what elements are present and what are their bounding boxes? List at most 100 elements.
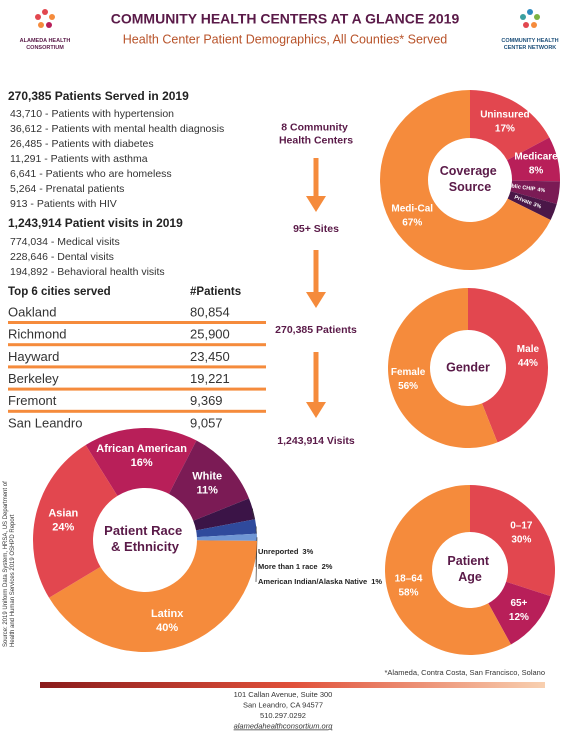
right-logo-text: COMMUNITY HEALTH CENTER NETWORK bbox=[501, 38, 559, 51]
pie-slice bbox=[49, 540, 257, 653]
visit-item: 774,034 - Medical visits bbox=[10, 236, 120, 248]
pie-slice bbox=[33, 445, 118, 598]
slice-value: 58% bbox=[398, 587, 418, 598]
pie-slice bbox=[507, 137, 560, 182]
title: COMMUNITY HEALTH CENTERS AT A GLANCE 201… bbox=[111, 11, 460, 27]
slice-value: 12% bbox=[509, 612, 529, 623]
slice-name: American Indian/Alaska Native bbox=[258, 577, 367, 586]
city-name: San Leandro bbox=[8, 415, 82, 430]
city-divider bbox=[8, 321, 266, 324]
slice-value: 30% bbox=[511, 534, 531, 545]
flow-arrows bbox=[306, 158, 326, 418]
patient-item: 11,291 - Patients with asthma bbox=[10, 153, 148, 165]
patient-item: 43,710 - Patients with hypertension bbox=[10, 108, 174, 120]
left-logo-text: ALAMEDA HEALTH CONSORTIUM bbox=[19, 38, 71, 51]
slice-value: 3% bbox=[532, 202, 542, 210]
footer-line: San Leandro, CA 94577 bbox=[243, 700, 323, 709]
flow-step: 1,243,914 Visits bbox=[277, 435, 355, 447]
city-patients: 9,369 bbox=[190, 393, 223, 408]
slice-value: 3% bbox=[302, 547, 313, 556]
pie-chart: African American 16% White 11% Unreported 3% M… bbox=[33, 428, 382, 653]
slice-name: 65+ bbox=[510, 598, 527, 609]
city-patients: 19,221 bbox=[190, 371, 230, 386]
flow-step: 270,385 Patients bbox=[275, 324, 357, 336]
slice-value: 4% bbox=[537, 187, 546, 194]
pie-slice bbox=[470, 90, 550, 161]
slice-name: 0–17 bbox=[510, 520, 533, 531]
slice-value: 67% bbox=[402, 217, 422, 228]
slice-name: Uninsured bbox=[480, 109, 529, 120]
pie-title: Coverage Source bbox=[440, 164, 500, 194]
city-patients: 9,057 bbox=[190, 415, 223, 430]
city-divider bbox=[8, 409, 266, 413]
pie-slice bbox=[470, 485, 555, 597]
city-name: Richmond bbox=[8, 327, 67, 342]
slice-name: Unreported bbox=[258, 547, 299, 556]
slice-name: Male bbox=[517, 344, 540, 355]
slice-name: African American bbox=[96, 443, 187, 455]
pie-slice bbox=[193, 498, 256, 531]
right-logo-icon bbox=[520, 9, 540, 28]
city-divider bbox=[8, 343, 266, 347]
city-name: Fremont bbox=[8, 393, 57, 408]
flow-step: 95+ Sites bbox=[293, 223, 339, 235]
slice-value: 44% bbox=[518, 358, 538, 369]
slice-name: 18–64 bbox=[395, 573, 423, 584]
patient-item: 913 - Patients with HIV bbox=[10, 198, 117, 210]
cities-header: Top 6 cities served bbox=[8, 286, 111, 298]
slice-name: Asian bbox=[48, 507, 78, 519]
pie-title: Patient Race & Ethnicity bbox=[104, 523, 186, 554]
source-note: Source: 2019 Uniform Data System, HRSA, … bbox=[3, 481, 16, 647]
visit-item: 228,646 - Dental visits bbox=[10, 251, 114, 263]
slice-name: Female bbox=[391, 367, 426, 378]
footer-line: 101 Callan Avenue, Suite 300 bbox=[234, 690, 333, 699]
footer-line: 510.297.0292 bbox=[260, 711, 306, 720]
pie-slice bbox=[488, 581, 551, 645]
slice-value: 1% bbox=[371, 577, 382, 586]
patient-item: 26,485 - Patients with diabetes bbox=[10, 138, 154, 150]
patient-item: 5,264 - Prenatal patients bbox=[10, 183, 124, 195]
slice-value: 16% bbox=[131, 457, 153, 469]
slice-name: Latinx bbox=[151, 608, 184, 620]
pie-chart: 0–17 30% 65+ 12% 18–64 58% bbox=[385, 485, 555, 655]
visits-heading: 1,243,914 Patient visits in 2019 bbox=[8, 216, 183, 230]
slice-name: Medi-Cal bbox=[391, 203, 433, 214]
pie-slice bbox=[196, 519, 257, 538]
pie-slice bbox=[196, 533, 257, 541]
footnote: *Alameda, Contra Costa, San Francisco, S… bbox=[385, 668, 546, 677]
pie-chart: Male 44% Female 56% Gender bbox=[388, 288, 549, 448]
pie-title: Patient Age bbox=[447, 554, 492, 584]
pie-slice bbox=[380, 90, 551, 270]
pie-slice bbox=[507, 191, 557, 220]
city-patients: 23,450 bbox=[190, 349, 230, 364]
pie-slice bbox=[388, 288, 498, 448]
city-name: Berkeley bbox=[8, 371, 59, 386]
subtitle: Health Center Patient Demographics, All … bbox=[123, 32, 448, 46]
pie-slice bbox=[468, 288, 549, 443]
city-patients: 25,900 bbox=[190, 327, 230, 342]
visit-item: 194,892 - Behavioral health visits bbox=[10, 266, 165, 278]
footer-line: alamedahealthconsortium.org bbox=[234, 721, 334, 730]
pie-slice bbox=[510, 180, 560, 204]
left-logo-icon bbox=[35, 9, 55, 28]
city-patients: 80,854 bbox=[190, 304, 230, 319]
footer-band bbox=[40, 682, 545, 688]
city-name: Hayward bbox=[8, 349, 59, 364]
patient-item: 6,641 - Patients who are homeless bbox=[10, 168, 172, 180]
slice-name: White bbox=[192, 470, 222, 482]
slice-value: 24% bbox=[52, 521, 74, 533]
city-name: Oakland bbox=[8, 304, 56, 319]
city-divider bbox=[8, 387, 266, 391]
cities-header: #Patients bbox=[190, 286, 241, 298]
slice-name: Medicare bbox=[514, 152, 558, 163]
patients-heading: 270,385 Patients Served in 2019 bbox=[8, 89, 189, 103]
slice-value: 17% bbox=[495, 123, 515, 134]
pie-slice bbox=[85, 428, 197, 496]
slice-value: 2% bbox=[322, 562, 333, 571]
patient-item: 36,612 - Patients with mental health dia… bbox=[10, 123, 224, 135]
flow-step: 8 Community Health Centers bbox=[279, 121, 353, 146]
slice-value: 11% bbox=[197, 484, 219, 496]
